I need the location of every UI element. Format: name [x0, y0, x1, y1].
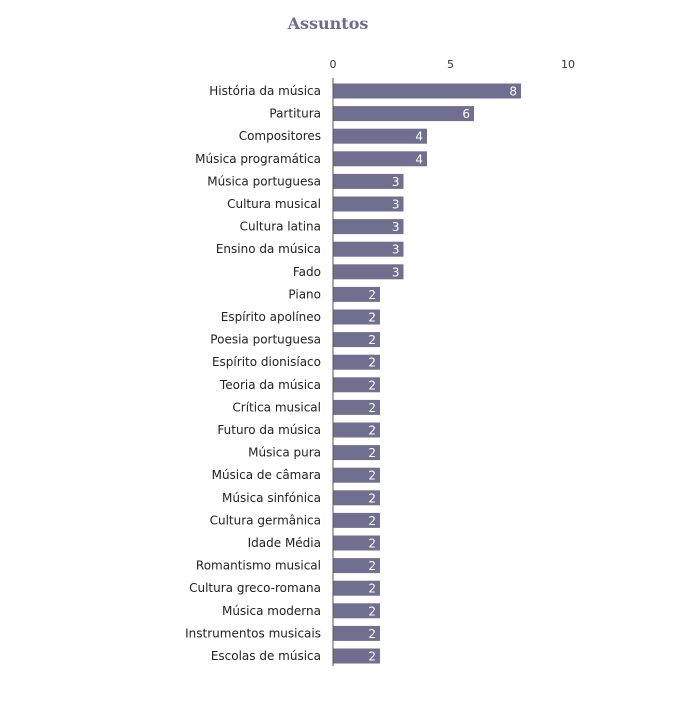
- bar: [333, 264, 404, 280]
- data-label: 2: [368, 627, 376, 641]
- data-label: 2: [368, 333, 376, 347]
- data-label: 2: [368, 559, 376, 573]
- category-label: Espírito dionisíaco: [212, 355, 321, 369]
- bar: [333, 558, 380, 574]
- category-label: Música de câmara: [212, 468, 321, 482]
- bar: [333, 309, 380, 325]
- data-label: 4: [415, 152, 423, 166]
- data-label: 3: [392, 198, 400, 212]
- bar: [333, 173, 404, 189]
- x-tick-label: 5: [447, 58, 454, 71]
- category-label: Cultura latina: [240, 220, 321, 234]
- category-label: Compositores: [239, 129, 321, 143]
- bar: [333, 399, 380, 415]
- data-label: 2: [368, 469, 376, 483]
- category-label: Música programática: [195, 152, 321, 166]
- bar: [333, 106, 474, 122]
- data-label: 4: [415, 130, 423, 144]
- data-label: 3: [392, 243, 400, 257]
- category-label: Idade Média: [248, 536, 321, 550]
- x-tick-label: 0: [330, 58, 337, 71]
- category-label: Ensino da música: [216, 242, 321, 256]
- data-label: 2: [368, 288, 376, 302]
- data-label: 3: [392, 265, 400, 279]
- data-label: 2: [368, 491, 376, 505]
- category-label: Partitura: [269, 107, 321, 121]
- bar: [333, 603, 380, 619]
- bar: [333, 354, 380, 370]
- bar: [333, 241, 404, 257]
- category-label: Música moderna: [222, 604, 321, 618]
- data-label: 2: [368, 537, 376, 551]
- bar: [333, 445, 380, 461]
- bar: [333, 422, 380, 438]
- category-label: Cultura germânica: [210, 513, 321, 527]
- data-label: 2: [368, 650, 376, 664]
- category-label: Crítica musical: [232, 400, 321, 414]
- category-label: Futuro da música: [217, 423, 321, 437]
- category-label: Cultura greco-romana: [189, 581, 321, 595]
- category-label: Cultura musical: [227, 197, 321, 211]
- bar: [333, 625, 380, 641]
- category-label: Fado: [293, 265, 321, 279]
- category-label: Romantismo musical: [196, 559, 321, 573]
- bar: [333, 196, 404, 212]
- bar: [333, 535, 380, 551]
- category-label: Música pura: [248, 446, 321, 460]
- category-label: Escolas de música: [211, 649, 321, 663]
- data-label: 2: [368, 311, 376, 325]
- bar: [333, 219, 404, 235]
- bar: [333, 580, 380, 596]
- data-label: 3: [392, 220, 400, 234]
- data-label: 2: [368, 514, 376, 528]
- bar: [333, 377, 380, 393]
- data-label: 2: [368, 604, 376, 618]
- bar: [333, 512, 380, 528]
- data-label: 2: [368, 446, 376, 460]
- bar: [333, 151, 427, 167]
- bar: [333, 490, 380, 506]
- data-label: 2: [368, 401, 376, 415]
- data-label: 8: [509, 85, 517, 99]
- category-label: Instrumentos musicais: [185, 626, 321, 640]
- category-label: Espírito apolíneo: [221, 310, 321, 324]
- bar: [333, 128, 427, 144]
- category-label: História da música: [209, 84, 321, 98]
- data-label: 2: [368, 378, 376, 392]
- category-label: Música sinfónica: [222, 491, 321, 505]
- data-label: 2: [368, 582, 376, 596]
- bar: [333, 467, 380, 483]
- category-label: Poesia portuguesa: [210, 333, 321, 347]
- bar: [333, 332, 380, 348]
- bar: [333, 648, 380, 664]
- chart-title: Assuntos: [287, 14, 369, 33]
- category-label: Música portuguesa: [207, 174, 321, 188]
- data-label: 6: [462, 107, 470, 121]
- data-label: 3: [392, 175, 400, 189]
- category-label: Teoria da música: [219, 378, 321, 392]
- category-label: Piano: [288, 287, 321, 301]
- x-tick-label: 10: [561, 58, 575, 71]
- data-label: 2: [368, 424, 376, 438]
- bar: [333, 83, 521, 99]
- bar: [333, 286, 380, 302]
- data-label: 2: [368, 356, 376, 370]
